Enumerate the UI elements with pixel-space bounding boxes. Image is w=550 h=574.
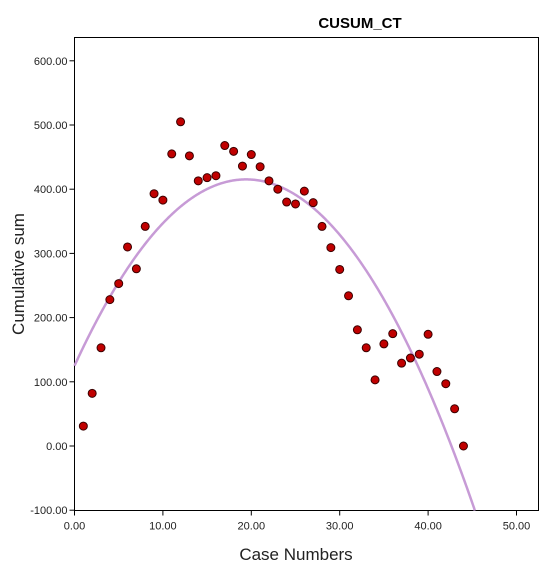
- x-tick-label: 50.00: [503, 521, 531, 533]
- data-point: [237, 161, 247, 171]
- y-tick-label: 300.00: [34, 248, 68, 260]
- data-points: [78, 117, 468, 451]
- data-point: [273, 184, 283, 194]
- fit-curve: [73, 178, 477, 511]
- y-tick-label: 600.00: [34, 56, 68, 68]
- data-point: [229, 146, 239, 156]
- data-point: [193, 176, 203, 186]
- data-point: [388, 329, 398, 339]
- data-point: [317, 221, 327, 231]
- data-point: [123, 242, 133, 252]
- data-point: [246, 150, 256, 160]
- data-point: [379, 339, 389, 349]
- plot-frame: [74, 37, 539, 511]
- data-point: [414, 349, 424, 359]
- x-axis: 0.00 10.00 20.00 30.00 40.00 50.00: [64, 510, 531, 533]
- data-point: [105, 295, 115, 305]
- data-point: [96, 343, 106, 353]
- data-point: [255, 162, 265, 172]
- data-point: [361, 343, 371, 353]
- y-tick-label: 0.00: [46, 441, 67, 453]
- x-tick-label: 40.00: [414, 521, 442, 533]
- data-point: [335, 264, 345, 274]
- x-tick-label: 10.00: [149, 521, 177, 533]
- y-tick-label: 500.00: [34, 120, 68, 132]
- data-point: [114, 279, 124, 289]
- y-tick-label: 200.00: [34, 313, 68, 325]
- data-point: [441, 379, 451, 389]
- data-point: [131, 264, 141, 274]
- data-point: [176, 117, 186, 127]
- data-point: [158, 195, 168, 205]
- data-point: [352, 325, 362, 335]
- data-point: [405, 353, 415, 363]
- data-point: [308, 198, 318, 208]
- chart-title: CUSUM_CT: [318, 15, 401, 32]
- y-tick-label: 400.00: [34, 184, 68, 196]
- data-point: [220, 141, 230, 151]
- data-point: [450, 404, 460, 414]
- data-point: [264, 176, 274, 186]
- data-point: [184, 151, 194, 161]
- data-point: [291, 199, 300, 209]
- data-point: [140, 221, 150, 231]
- data-point: [202, 173, 212, 183]
- x-tick-label: 30.00: [326, 521, 354, 533]
- y-axis: -100.00 0.00 100.00 200.00 300.00 400.00 500.0…: [30, 56, 75, 517]
- y-tick-label: -100.00: [30, 505, 67, 517]
- data-point: [370, 375, 380, 385]
- data-point: [423, 329, 433, 339]
- x-tick-label: 20.00: [238, 521, 266, 533]
- data-point: [432, 367, 442, 377]
- x-axis-title: Case Numbers: [239, 545, 352, 564]
- y-axis-title: Cumulative sum: [9, 213, 28, 335]
- x-tick-label: 0.00: [64, 521, 85, 533]
- data-point: [397, 358, 407, 368]
- data-point: [344, 291, 354, 301]
- data-point: [299, 186, 309, 196]
- y-tick-label: 100.00: [34, 377, 68, 389]
- data-point: [282, 197, 292, 207]
- data-point: [78, 421, 88, 431]
- data-point: [211, 171, 221, 181]
- data-point: [326, 243, 336, 253]
- data-point: [458, 441, 468, 451]
- data-point: [167, 149, 177, 159]
- data-point: [149, 189, 159, 199]
- data-point: [87, 388, 97, 398]
